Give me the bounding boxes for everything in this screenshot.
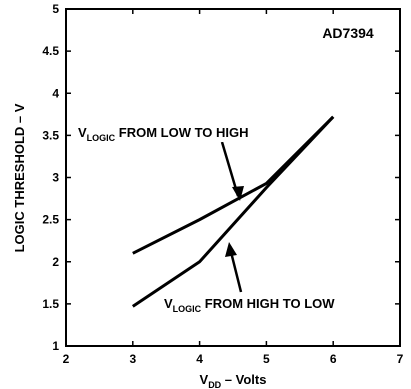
- y-axis-title: LOGIC THRESHOLD – V: [12, 103, 27, 252]
- plot-frame: [65, 8, 401, 347]
- y-tick-label: 4: [52, 86, 59, 100]
- series-label-rest: FROM HIGH TO LOW: [201, 296, 335, 311]
- series-label-bg: [76, 122, 290, 142]
- x-tick-label: 3: [129, 352, 136, 366]
- series-label-text: VLOGIC FROM LOW TO HIGH: [78, 125, 249, 143]
- series-label-sub: LOGIC: [173, 304, 202, 314]
- series-label-text: VLOGIC FROM HIGH TO LOW: [164, 296, 335, 314]
- x-tick-label: 7: [397, 352, 404, 366]
- arrowhead-icon: [225, 242, 237, 257]
- y-tick-label: 4.5: [42, 44, 59, 58]
- y-tick-label: 1: [52, 339, 59, 353]
- x-axis-label: VDD – Volts: [200, 372, 267, 389]
- series-label-sub: LOGIC: [87, 133, 116, 143]
- series-layer: [131, 115, 335, 308]
- x-tick-label: 5: [263, 352, 270, 366]
- y-tick-label: 3.5: [42, 128, 59, 142]
- y-tick-label: 3: [52, 171, 59, 185]
- series-label-bg: [160, 293, 380, 313]
- x-tick-label: 6: [330, 352, 337, 366]
- tick-layer: 1 1.5 2 2.5 3 3.5 4 4.5 5 2 3 4 5 6 7: [42, 2, 403, 366]
- y-tick-label: 2.5: [42, 213, 59, 227]
- y-tick-label: 1.5: [42, 297, 59, 311]
- series-label-main: V: [164, 296, 173, 311]
- x-tick-label: 2: [63, 352, 70, 366]
- x-axis-label-main: V: [200, 372, 209, 387]
- y-tick-label: 5: [52, 2, 59, 16]
- x-tick-label: 4: [196, 352, 203, 366]
- series-line-2: [131, 115, 335, 308]
- x-axis-label-sub: DD: [208, 380, 221, 389]
- annotation-layer: [220, 141, 244, 293]
- series-label-low-to-high: VLOGIC FROM LOW TO HIGH: [76, 122, 290, 143]
- y-axis-label: LOGIC THRESHOLD – V: [12, 103, 27, 252]
- part-number-label: AD7394: [322, 25, 374, 41]
- x-axis-label-rest: – Volts: [221, 372, 266, 387]
- series-label-main: V: [78, 125, 87, 140]
- series-label-rest: FROM LOW TO HIGH: [115, 125, 248, 140]
- arrowhead-icon: [232, 186, 244, 201]
- series-label-high-to-low: VLOGIC FROM HIGH TO LOW: [160, 293, 380, 314]
- y-tick-label: 2: [52, 255, 59, 269]
